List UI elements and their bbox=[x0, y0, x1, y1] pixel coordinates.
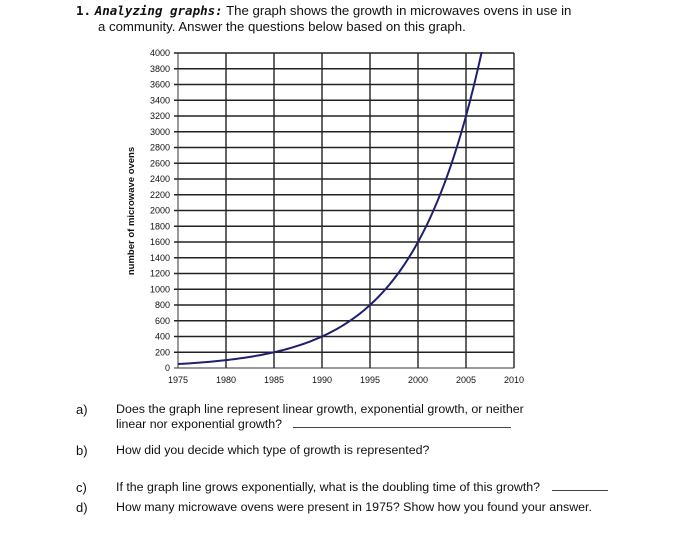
part-b-label: b) bbox=[76, 443, 88, 458]
y-tick-label: 1800 bbox=[150, 221, 170, 231]
y-tick-label: 1000 bbox=[150, 284, 170, 294]
y-tick-label: 2000 bbox=[150, 206, 170, 216]
part-c-text: If the graph line grows exponentially, w… bbox=[116, 480, 676, 495]
question-intro-line2: a community. Answer the questions below … bbox=[98, 19, 466, 34]
x-tick-label: 1985 bbox=[264, 375, 284, 385]
question-intro: 1. Analyzing graphs: The graph shows the… bbox=[76, 3, 676, 35]
x-tick-label: 2005 bbox=[456, 375, 476, 385]
part-a-label: a) bbox=[76, 402, 88, 417]
part-c-label: c) bbox=[76, 480, 87, 495]
part-b-text: How did you decide which type of growth … bbox=[116, 443, 430, 457]
y-tick-label: 0 bbox=[165, 363, 170, 373]
growth-chart: 0 200 400 600 800 1000 1200 1400 1600 1800 2000 220… bbox=[126, 48, 524, 385]
part-a-line2: linear nor exponential growth? bbox=[116, 417, 283, 431]
part-c-answer-blank[interactable] bbox=[551, 489, 608, 491]
x-tick-label: 2000 bbox=[408, 375, 428, 385]
question-number: 1. bbox=[76, 3, 92, 18]
y-tick-label: 3800 bbox=[150, 64, 170, 74]
part-d-text: How many microwave ovens were present in… bbox=[116, 500, 592, 514]
y-tick-label: 1600 bbox=[150, 237, 170, 247]
y-tick-label: 4000 bbox=[150, 48, 170, 58]
y-tick-label: 2600 bbox=[150, 158, 170, 168]
y-tick-label: 600 bbox=[155, 316, 170, 326]
chart-ticks: 0 200 400 600 800 1000 1200 1400 1600 1800 2000 220… bbox=[150, 48, 524, 385]
y-tick-label: 200 bbox=[155, 347, 170, 357]
y-tick-label: 400 bbox=[155, 332, 170, 342]
y-tick-label: 2400 bbox=[150, 174, 170, 184]
y-tick-label: 2800 bbox=[150, 143, 170, 153]
part-a-answer-blank[interactable] bbox=[293, 426, 512, 428]
part-d-label: d) bbox=[76, 500, 88, 515]
x-tick-label: 1990 bbox=[312, 375, 332, 385]
y-tick-label: 800 bbox=[155, 300, 170, 310]
part-a-text: Does the graph line represent linear gro… bbox=[116, 402, 676, 432]
y-tick-label: 1200 bbox=[150, 269, 170, 279]
question-heading: Analyzing graphs: bbox=[94, 3, 223, 18]
y-tick-label: 3000 bbox=[150, 127, 170, 137]
y-tick-label: 3200 bbox=[150, 111, 170, 121]
part-a-line1: Does the graph line represent linear gro… bbox=[116, 402, 524, 416]
x-tick-label: 1995 bbox=[360, 375, 380, 385]
y-tick-label: 3400 bbox=[150, 95, 170, 105]
question-intro-line1: The graph shows the growth in microwaves… bbox=[226, 3, 572, 18]
y-tick-label: 3600 bbox=[150, 80, 170, 90]
series-line-0 bbox=[178, 52, 483, 366]
x-tick-label: 1980 bbox=[216, 375, 236, 385]
y-axis-label: number of microwave ovens bbox=[126, 147, 137, 275]
y-tick-label: 1400 bbox=[150, 253, 170, 263]
chart-grid bbox=[174, 52, 515, 369]
part-c-line1: If the graph line grows exponentially, w… bbox=[116, 480, 541, 494]
x-tick-label: 1975 bbox=[168, 375, 188, 385]
x-tick-label: 2010 bbox=[504, 375, 524, 385]
y-tick-label: 2200 bbox=[150, 190, 170, 200]
chart-series bbox=[178, 52, 483, 366]
